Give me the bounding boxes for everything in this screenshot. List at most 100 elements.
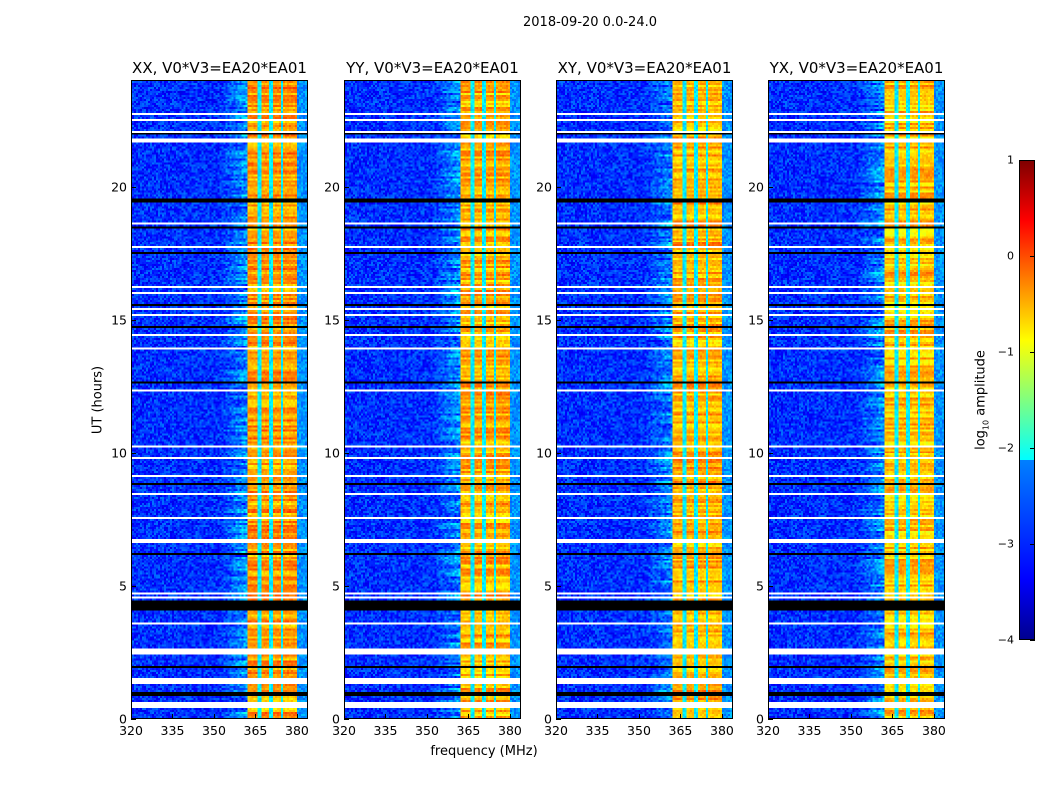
y-tick-mark bbox=[556, 719, 561, 720]
x-tick-label: 365 bbox=[456, 723, 481, 738]
x-tick-mark bbox=[721, 714, 723, 719]
colorbar-tick-mark bbox=[1030, 256, 1035, 257]
colorbar-tick-mark bbox=[1030, 448, 1035, 449]
panel-title: XX, V0*V3=EA20*EA01 bbox=[132, 59, 307, 77]
y-tick-label: 15 bbox=[324, 312, 340, 328]
colorbar-tick-label: −3 bbox=[997, 537, 1014, 551]
colorbar-tick-mark bbox=[1030, 352, 1035, 353]
y-tick-mark bbox=[556, 585, 561, 587]
x-tick-label: 335 bbox=[373, 723, 398, 738]
x-tick-mark bbox=[680, 714, 682, 719]
x-tick-mark bbox=[426, 714, 428, 719]
y-tick-label: 5 bbox=[756, 578, 764, 594]
panel-title: XY, V0*V3=EA20*EA01 bbox=[557, 59, 732, 77]
x-tick-mark bbox=[809, 714, 811, 719]
x-tick-label: 320 bbox=[332, 723, 356, 738]
y-tick-mark bbox=[556, 319, 561, 321]
colorbar-label: log10 amplitude bbox=[973, 350, 991, 450]
colorbar-tick-label: 1 bbox=[1007, 153, 1014, 167]
x-tick-mark bbox=[344, 714, 345, 719]
x-tick-label: 380 bbox=[922, 723, 946, 738]
y-tick-mark bbox=[768, 585, 773, 587]
y-tick-mark bbox=[131, 186, 136, 188]
x-tick-mark bbox=[597, 714, 599, 719]
colorbar-tick-label: −1 bbox=[997, 345, 1014, 359]
x-tick-label: 320 bbox=[119, 723, 143, 738]
y-tick-mark bbox=[768, 319, 773, 321]
y-tick-label: 0 bbox=[756, 711, 764, 727]
colorbar-tick-mark bbox=[1030, 544, 1035, 545]
y-tick-mark bbox=[768, 719, 773, 720]
y-tick-mark bbox=[131, 585, 136, 587]
y-tick-mark bbox=[768, 186, 773, 188]
x-tick-label: 320 bbox=[544, 723, 568, 738]
y-tick-label: 15 bbox=[748, 312, 764, 328]
x-tick-label: 320 bbox=[756, 723, 780, 738]
y-tick-label: 20 bbox=[324, 179, 340, 194]
x-tick-mark bbox=[385, 714, 387, 719]
x-tick-mark bbox=[933, 714, 935, 719]
x-tick-label: 365 bbox=[243, 723, 268, 738]
x-tick-mark bbox=[509, 714, 511, 719]
y-tick-label: 10 bbox=[324, 445, 340, 461]
x-tick-mark bbox=[296, 714, 298, 719]
colorbar-tick-mark bbox=[1030, 160, 1035, 161]
panel-title: YX, V0*V3=EA20*EA01 bbox=[769, 59, 944, 77]
colorbar-tick-label: −4 bbox=[997, 633, 1014, 647]
colorbar-tick-label: 0 bbox=[1007, 249, 1014, 263]
x-tick-label: 365 bbox=[880, 723, 905, 738]
heatmap-cells bbox=[557, 81, 732, 718]
x-tick-label: 350 bbox=[202, 723, 226, 738]
y-tick-label: 5 bbox=[119, 578, 127, 594]
y-tick-label: 10 bbox=[536, 445, 552, 461]
y-tick-mark bbox=[131, 319, 136, 321]
y-axis-label: UT (hours) bbox=[90, 365, 106, 435]
x-tick-mark bbox=[172, 714, 174, 719]
heatmap-cells bbox=[345, 81, 520, 718]
spectrogram-panel bbox=[344, 80, 521, 719]
x-tick-label: 380 bbox=[285, 723, 309, 738]
x-tick-mark bbox=[131, 714, 132, 719]
y-tick-label: 0 bbox=[544, 711, 552, 727]
x-tick-label: 350 bbox=[839, 723, 863, 738]
x-tick-label: 365 bbox=[668, 723, 693, 738]
x-tick-label: 350 bbox=[627, 723, 651, 738]
y-tick-label: 15 bbox=[536, 312, 552, 328]
x-tick-mark bbox=[556, 714, 557, 719]
x-tick-mark bbox=[892, 714, 894, 719]
heatmap-cells bbox=[132, 81, 307, 718]
spectrogram-panel bbox=[556, 80, 733, 719]
y-tick-label: 0 bbox=[119, 711, 127, 727]
y-tick-mark bbox=[344, 319, 349, 321]
x-tick-label: 335 bbox=[585, 723, 610, 738]
y-tick-label: 20 bbox=[111, 179, 127, 194]
x-tick-mark bbox=[638, 714, 640, 719]
y-tick-label: 10 bbox=[748, 445, 764, 461]
colorbar bbox=[1019, 160, 1035, 640]
x-tick-label: 335 bbox=[797, 723, 822, 738]
y-tick-label: 15 bbox=[111, 312, 127, 328]
spectrogram-panel bbox=[768, 80, 945, 719]
x-tick-label: 380 bbox=[498, 723, 522, 738]
y-tick-label: 20 bbox=[748, 179, 764, 194]
figure-title: 2018-09-20 0.0-24.0 bbox=[523, 15, 657, 30]
y-tick-label: 5 bbox=[332, 578, 340, 594]
y-tick-mark bbox=[131, 452, 136, 454]
y-tick-mark bbox=[131, 719, 136, 720]
spectrogram-panel bbox=[131, 80, 308, 719]
x-axis-label: frequency (MHz) bbox=[430, 744, 538, 759]
colorbar-tick-mark bbox=[1030, 640, 1035, 641]
x-tick-label: 335 bbox=[160, 723, 185, 738]
y-tick-mark bbox=[344, 719, 349, 720]
x-tick-mark bbox=[213, 714, 215, 719]
colorbar-tick-label: −2 bbox=[997, 441, 1014, 455]
x-tick-label: 380 bbox=[710, 723, 734, 738]
y-tick-mark bbox=[344, 585, 349, 587]
y-tick-label: 0 bbox=[332, 711, 340, 727]
y-tick-mark bbox=[556, 186, 561, 188]
x-tick-mark bbox=[255, 714, 257, 719]
x-tick-label: 350 bbox=[415, 723, 439, 738]
x-tick-mark bbox=[850, 714, 852, 719]
y-tick-label: 5 bbox=[544, 578, 552, 594]
panel-title: YY, V0*V3=EA20*EA01 bbox=[346, 59, 519, 77]
